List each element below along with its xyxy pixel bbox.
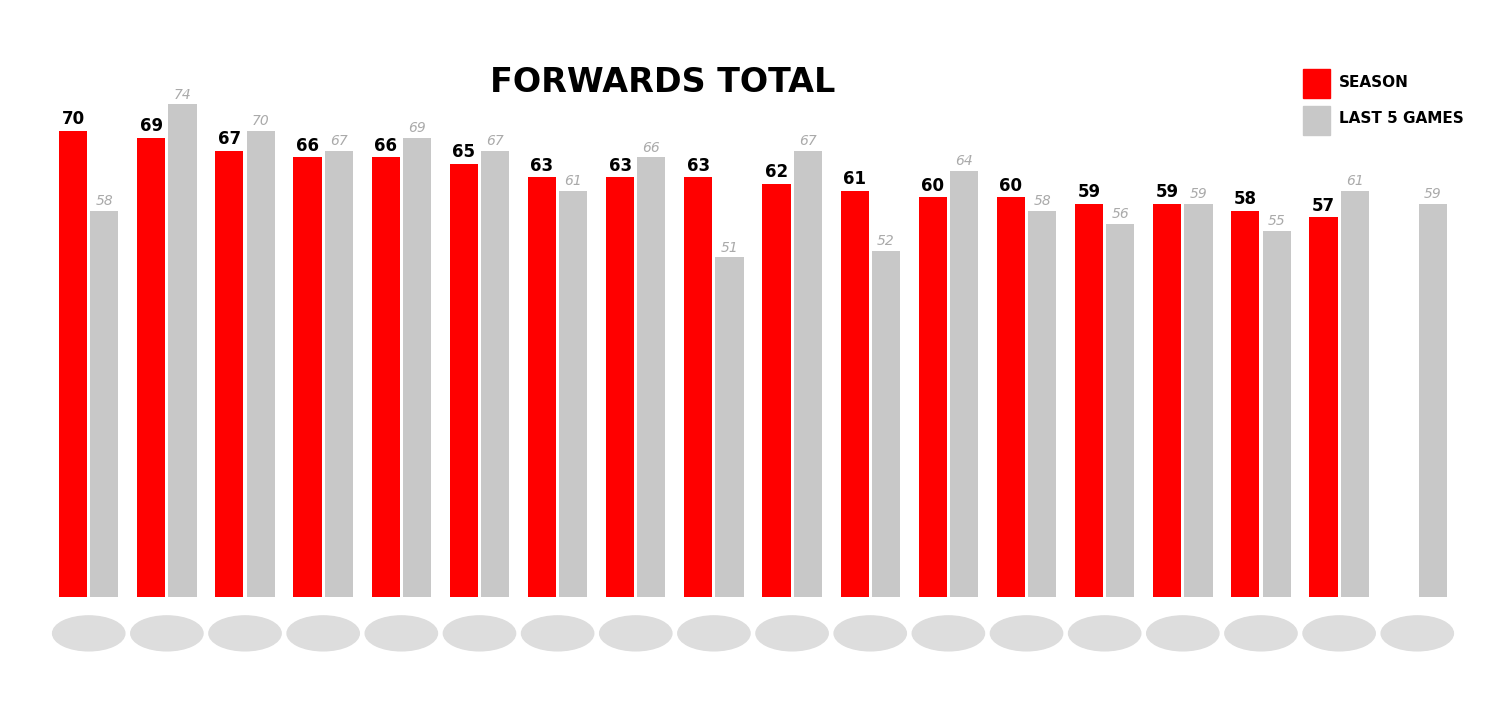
Text: 74: 74: [173, 87, 191, 102]
Bar: [1340, 191, 1369, 597]
Text: FORWARDS TOTAL: FORWARDS TOTAL: [489, 66, 836, 98]
Bar: [480, 151, 509, 597]
Text: 65: 65: [452, 143, 476, 162]
Bar: [325, 151, 352, 597]
Text: 59: 59: [1155, 183, 1179, 202]
Text: 61: 61: [843, 170, 866, 188]
Text: 59: 59: [1425, 187, 1441, 202]
Text: 57: 57: [1312, 197, 1334, 215]
Text: 62: 62: [765, 164, 788, 181]
Bar: [1029, 211, 1056, 597]
Text: 58: 58: [1033, 194, 1051, 208]
Bar: [90, 211, 119, 597]
Bar: [559, 191, 587, 597]
Bar: [247, 131, 274, 597]
Bar: [715, 258, 744, 597]
Bar: [1419, 204, 1447, 597]
Text: 67: 67: [330, 134, 348, 149]
Text: 63: 63: [608, 157, 631, 175]
Bar: [872, 250, 901, 597]
Text: 58: 58: [1233, 190, 1258, 208]
Text: 61: 61: [1346, 174, 1363, 188]
Text: 69: 69: [140, 117, 163, 135]
Text: 59: 59: [1190, 187, 1208, 202]
Bar: [294, 157, 322, 597]
Bar: [169, 104, 197, 597]
Bar: [637, 157, 666, 597]
Text: 58: 58: [95, 194, 113, 208]
Bar: [1154, 204, 1181, 597]
Text: 59: 59: [1077, 183, 1101, 202]
Text: 67: 67: [798, 134, 816, 149]
Text: LAST 5 GAMES: LAST 5 GAMES: [1339, 111, 1464, 126]
Text: 60: 60: [1000, 177, 1023, 195]
Text: 67: 67: [218, 130, 241, 149]
Bar: [215, 151, 244, 597]
Bar: [1262, 231, 1291, 597]
Bar: [404, 138, 431, 597]
Bar: [684, 178, 712, 597]
Bar: [137, 138, 166, 597]
Bar: [529, 178, 556, 597]
Text: 63: 63: [530, 157, 554, 175]
Text: 63: 63: [687, 157, 709, 175]
Bar: [919, 197, 947, 597]
Bar: [1184, 204, 1212, 597]
Text: 52: 52: [876, 234, 895, 248]
Bar: [762, 184, 791, 597]
Text: 69: 69: [408, 121, 426, 135]
Text: 66: 66: [643, 141, 660, 155]
Text: SEASON: SEASON: [1339, 75, 1408, 90]
Bar: [794, 151, 822, 597]
Bar: [1309, 218, 1337, 597]
Text: 67: 67: [486, 134, 505, 149]
Bar: [372, 157, 399, 597]
Bar: [1232, 211, 1259, 597]
Text: 55: 55: [1268, 214, 1286, 228]
Bar: [950, 171, 977, 597]
Bar: [840, 191, 869, 597]
Bar: [997, 197, 1026, 597]
Bar: [450, 164, 477, 597]
Text: 70: 70: [62, 110, 84, 128]
Bar: [1075, 204, 1102, 597]
Text: 51: 51: [721, 241, 738, 255]
Bar: [1107, 224, 1134, 597]
Bar: [59, 131, 87, 597]
Bar: [605, 178, 634, 597]
Text: 56: 56: [1111, 207, 1130, 221]
Text: 66: 66: [373, 137, 398, 155]
Text: 61: 61: [565, 174, 583, 188]
Text: 70: 70: [252, 114, 270, 128]
Text: 64: 64: [955, 154, 973, 168]
Text: 60: 60: [922, 177, 944, 195]
Text: 66: 66: [297, 137, 319, 155]
